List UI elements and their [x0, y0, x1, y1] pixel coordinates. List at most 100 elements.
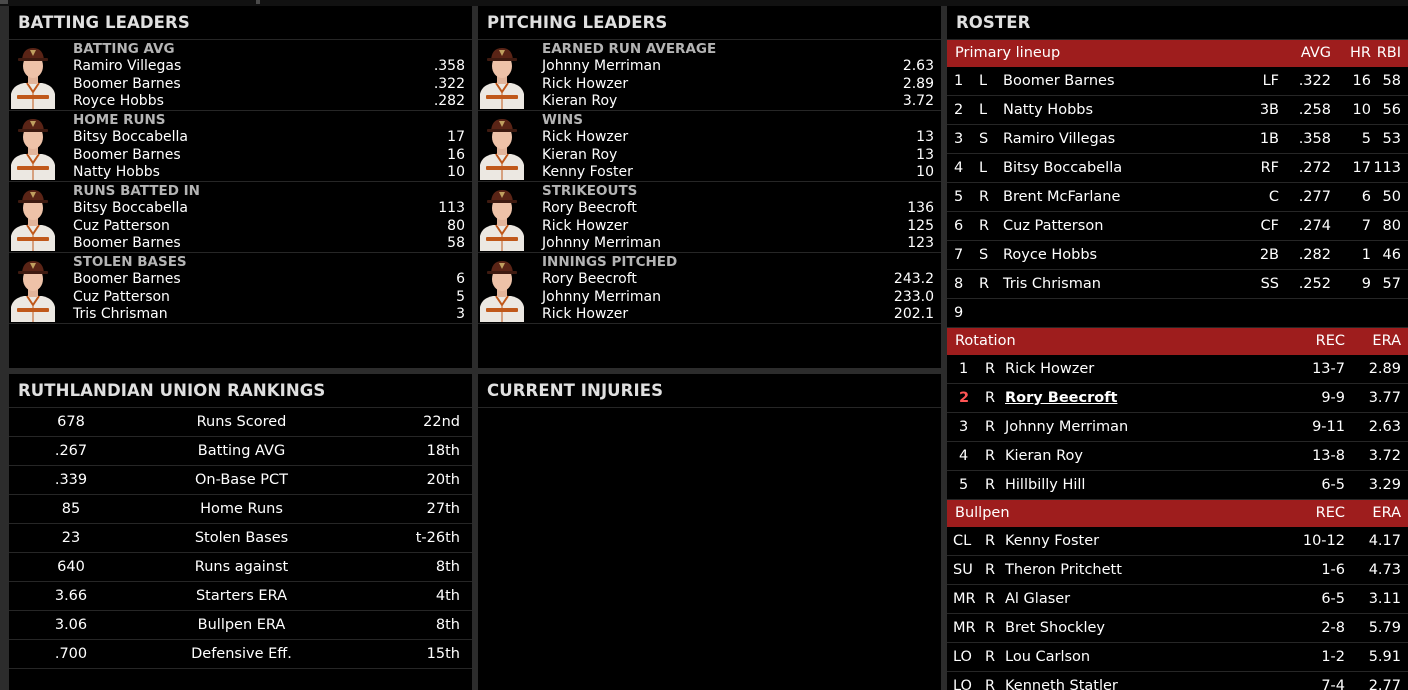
player-portrait[interactable] [9, 113, 57, 180]
bullpen-row[interactable]: MR R Bret Shockley 2-8 5.79 [947, 614, 1408, 643]
lineup-row[interactable]: 5 R Brent McFarlane C .277 6 50 [947, 183, 1408, 212]
rotation-row[interactable]: 2 R Rory Beecroft 9-9 3.77 [947, 384, 1408, 413]
player-portrait[interactable] [9, 255, 57, 322]
leader-row[interactable]: Tris Chrisman 3 [73, 306, 465, 323]
player-name-link[interactable]: Royce Hobbs [1003, 247, 1098, 263]
player-name-link[interactable]: Ramiro Villegas [1003, 131, 1116, 147]
player-name-link[interactable]: Natty Hobbs [73, 164, 160, 180]
player-name-link[interactable]: Rick Howzer [542, 306, 629, 322]
player-name-link[interactable]: Rick Howzer [542, 75, 629, 92]
leader-row[interactable]: Rory Beecroft 136 [542, 200, 934, 217]
leader-row[interactable]: Natty Hobbs 10 [73, 164, 465, 181]
player-name-link[interactable]: Brent McFarlane [1003, 189, 1121, 205]
player-name-link[interactable]: Kenny Foster [1005, 533, 1100, 549]
bullpen-row[interactable]: MR R Al Glaser 6-5 3.11 [947, 585, 1408, 614]
tab-marker[interactable] [256, 0, 260, 4]
player-name-link[interactable]: Johnny Merriman [542, 58, 661, 74]
leader-row[interactable]: Cuz Patterson 5 [73, 289, 465, 306]
player-name-link[interactable]: Rick Howzer [1005, 361, 1095, 377]
player-name-link[interactable]: Theron Pritchett [1005, 562, 1122, 578]
player-portrait[interactable] [9, 42, 57, 109]
lineup-row[interactable]: 4 L Bitsy Boccabella RF .272 17 113 [947, 154, 1408, 183]
player-name-link[interactable]: Rory Beecroft [542, 200, 637, 216]
leader-row[interactable]: Boomer Barnes 6 [73, 271, 465, 288]
leader-row[interactable]: Bitsy Boccabella 113 [73, 200, 465, 217]
leader-row[interactable]: Johnny Merriman 123 [542, 235, 934, 252]
player-portrait[interactable] [478, 113, 526, 180]
player-name-link[interactable]: Boomer Barnes [73, 271, 181, 287]
player-name-link[interactable]: Johnny Merriman [542, 235, 661, 251]
leader-row[interactable]: Boomer Barnes 16 [73, 147, 465, 164]
player-name-link[interactable]: Royce Hobbs [73, 93, 164, 109]
lineup-row[interactable]: 9 [947, 299, 1408, 328]
player-portrait[interactable] [478, 42, 526, 109]
leader-row[interactable]: Rick Howzer 202.1 [542, 306, 934, 323]
rotation-row[interactable]: 5 R Hillbilly Hill 6-5 3.29 [947, 471, 1408, 500]
player-name-link[interactable]: Boomer Barnes [1003, 73, 1115, 89]
bullpen-row[interactable]: CL R Kenny Foster 10-12 4.17 [947, 527, 1408, 556]
avg-column-header[interactable]: AVG [1300, 45, 1331, 61]
leader-row[interactable]: Rory Beecroft 243.2 [542, 271, 934, 288]
player-name-link[interactable]: Cuz Patterson [73, 288, 170, 305]
lineup-row[interactable]: 2 L Natty Hobbs 3B .258 10 56 [947, 96, 1408, 125]
leader-row[interactable]: Kenny Foster 10 [542, 164, 934, 181]
rotation-row[interactable]: 3 R Johnny Merriman 9-11 2.63 [947, 413, 1408, 442]
player-name-link[interactable]: Kieran Roy [1005, 448, 1083, 464]
leader-row[interactable]: Rick Howzer 13 [542, 129, 934, 146]
lineup-row[interactable]: 6 R Cuz Patterson CF .274 7 80 [947, 212, 1408, 241]
rbi-column-header[interactable]: RBI [1376, 45, 1401, 61]
player-portrait[interactable] [478, 184, 526, 251]
player-name-link[interactable]: Rick Howzer [542, 217, 629, 234]
rotation-row[interactable]: 4 R Kieran Roy 13-8 3.72 [947, 442, 1408, 471]
player-name-link[interactable]: Bret Shockley [1005, 620, 1105, 636]
era-column-header[interactable]: ERA [1372, 333, 1401, 349]
leader-row[interactable]: Cuz Patterson 80 [73, 218, 465, 235]
player-name-link[interactable]: Johnny Merriman [1005, 419, 1129, 435]
player-portrait[interactable] [478, 255, 526, 322]
rotation-row[interactable]: 1 R Rick Howzer 13-7 2.89 [947, 355, 1408, 384]
player-name-link[interactable]: Rick Howzer [542, 129, 629, 145]
lineup-row[interactable]: 7 S Royce Hobbs 2B .282 1 46 [947, 241, 1408, 270]
player-name-link[interactable]: Ramiro Villegas [73, 58, 182, 74]
player-name-link[interactable]: Tris Chrisman [1003, 276, 1101, 292]
leader-row[interactable]: Boomer Barnes 58 [73, 235, 465, 252]
tab-marker[interactable] [0, 0, 8, 4]
leader-row[interactable]: Royce Hobbs .282 [73, 93, 465, 110]
player-name-link[interactable]: Kenny Foster [542, 164, 633, 180]
bullpen-row[interactable]: LO R Kenneth Statler 7-4 2.77 [947, 672, 1408, 690]
leader-row[interactable]: Boomer Barnes .322 [73, 76, 465, 93]
player-name-link[interactable]: Rory Beecroft [542, 271, 637, 287]
leader-row[interactable]: Johnny Merriman 233.0 [542, 289, 934, 306]
bullpen-row[interactable]: SU R Theron Pritchett 1-6 4.73 [947, 556, 1408, 585]
player-name-link[interactable]: Cuz Patterson [73, 217, 170, 234]
hr-column-header[interactable]: HR [1350, 45, 1371, 61]
leader-row[interactable]: Kieran Roy 13 [542, 147, 934, 164]
player-name-link[interactable]: Kieran Roy [542, 146, 618, 163]
leader-row[interactable]: Bitsy Boccabella 17 [73, 129, 465, 146]
player-name-link[interactable]: Natty Hobbs [1003, 102, 1094, 118]
player-name-link[interactable]: Cuz Patterson [1003, 218, 1104, 234]
era-column-header[interactable]: ERA [1372, 505, 1401, 521]
leader-row[interactable]: Ramiro Villegas .358 [73, 58, 465, 75]
player-name-link[interactable]: Kieran Roy [542, 93, 618, 109]
lineup-row[interactable]: 1 L Boomer Barnes LF .322 16 58 [947, 67, 1408, 96]
player-name-link[interactable]: Johnny Merriman [542, 288, 661, 305]
player-name-link[interactable]: Rory Beecroft [1005, 390, 1118, 406]
player-name-link[interactable]: Bitsy Boccabella [73, 200, 189, 216]
leader-row[interactable]: Johnny Merriman 2.63 [542, 58, 934, 75]
player-name-link[interactable]: Lou Carlson [1005, 649, 1091, 665]
rec-column-header[interactable]: REC [1315, 333, 1345, 349]
lineup-row[interactable]: 8 R Tris Chrisman SS .252 9 57 [947, 270, 1408, 299]
lineup-row[interactable]: 3 S Ramiro Villegas 1B .358 5 53 [947, 125, 1408, 154]
player-name-link[interactable]: Boomer Barnes [73, 75, 181, 92]
player-name-link[interactable]: Tris Chrisman [73, 306, 168, 322]
player-name-link[interactable]: Kenneth Statler [1005, 678, 1118, 690]
player-name-link[interactable]: Bitsy Boccabella [1003, 160, 1123, 176]
player-name-link[interactable]: Boomer Barnes [73, 146, 181, 163]
leader-row[interactable]: Rick Howzer 2.89 [542, 76, 934, 93]
player-name-link[interactable]: Bitsy Boccabella [73, 129, 189, 145]
bullpen-row[interactable]: LO R Lou Carlson 1-2 5.91 [947, 643, 1408, 672]
leader-row[interactable]: Rick Howzer 125 [542, 218, 934, 235]
player-name-link[interactable]: Al Glaser [1005, 591, 1071, 607]
player-name-link[interactable]: Boomer Barnes [73, 235, 181, 251]
